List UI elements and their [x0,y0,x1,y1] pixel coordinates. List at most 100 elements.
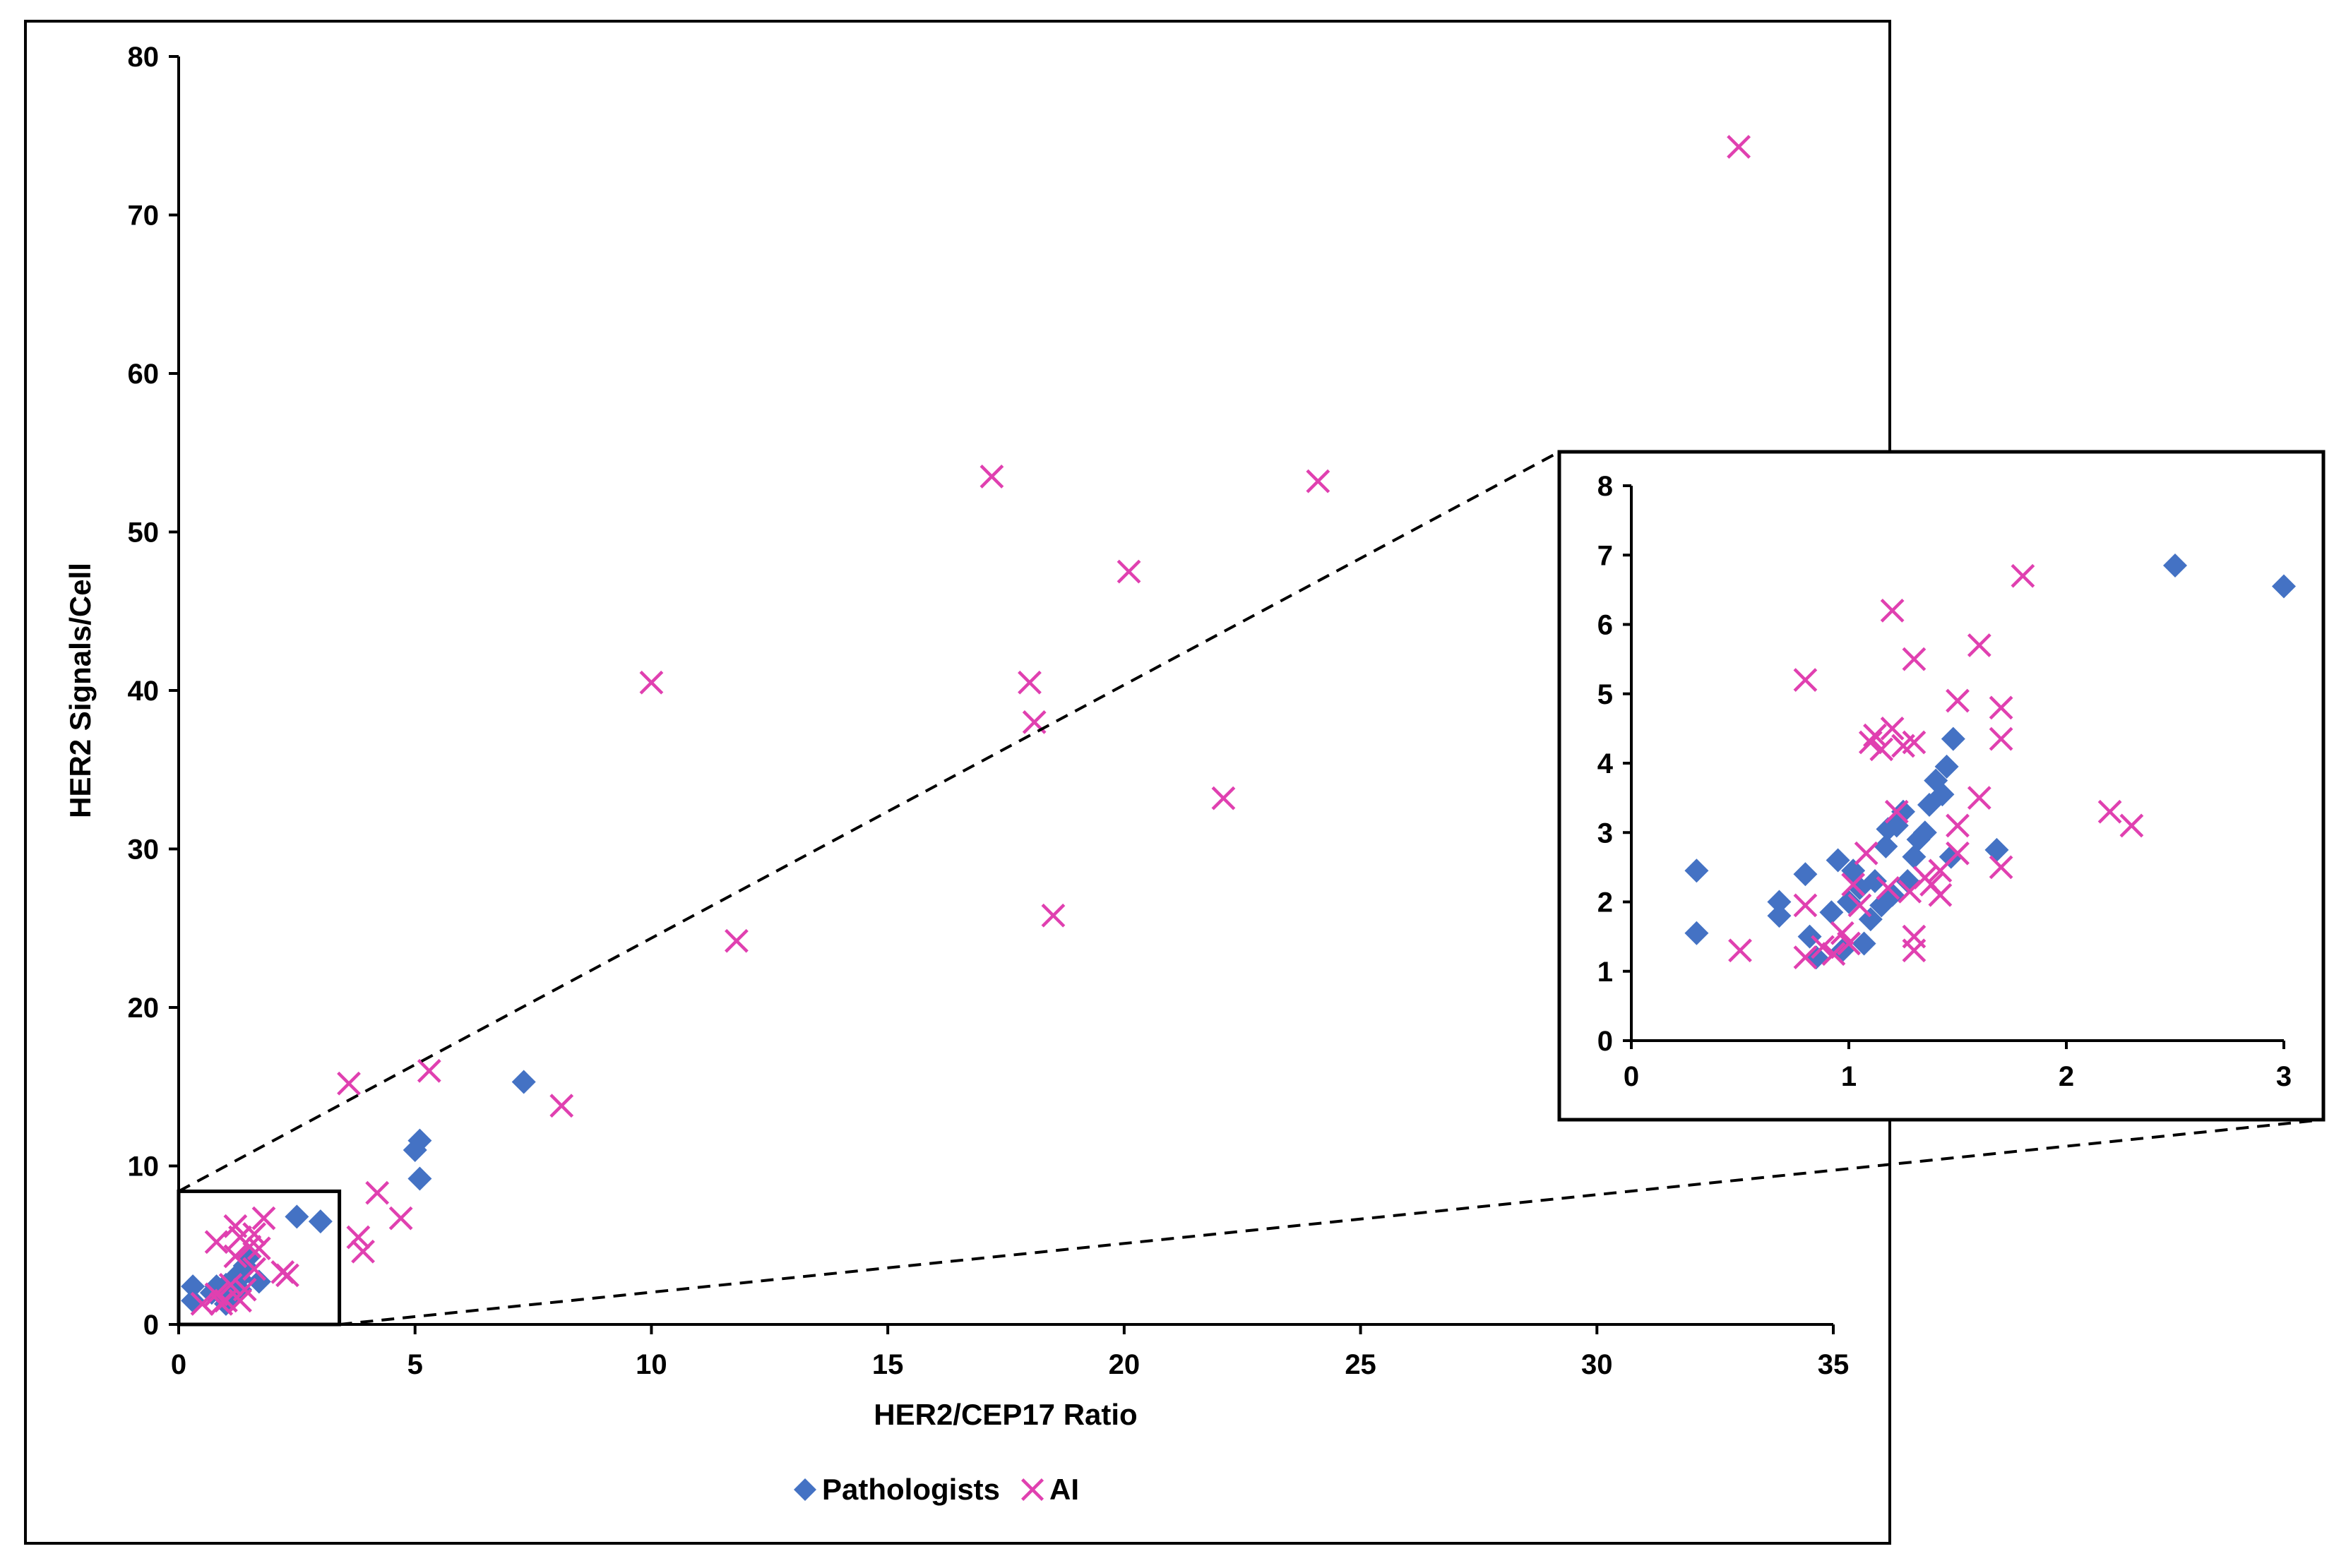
inset-point-ai [1876,875,1900,900]
inset-y-tick-label: 8 [1597,471,1613,502]
main-point-ai [1306,469,1330,493]
inset-y-tick-label: 4 [1597,748,1614,779]
inset-point-pathologists [1797,924,1822,949]
inset-y-tick-label: 5 [1597,679,1613,710]
x-axis-title: HER2/CEP17 Ratio [874,1398,1137,1431]
inset-point-pathologists [1934,754,1959,779]
main-x-tick-label: 15 [872,1349,904,1380]
main-x-tick-label: 10 [636,1349,667,1380]
inset-x-ticks: 0 1 2 3 [1624,1041,2292,1092]
main-point-ai [218,1272,243,1297]
inset-x-tick-label: 2 [2059,1061,2074,1092]
main-point-ai [204,1230,229,1255]
main-point-pathologists [308,1209,333,1234]
inset-point-ai [1841,873,1866,897]
main-y-tick-label: 40 [128,676,160,707]
main-point-pathologists [285,1204,309,1229]
inset-point-pathologists [1767,890,1792,914]
inset-point-ai [1854,841,1878,866]
main-point-ai [246,1236,271,1261]
main-point-ai [1211,786,1236,810]
inset-point-ai [1989,726,2013,751]
inset-point-pathologists [1767,904,1792,928]
inset-point-ai [1811,935,1835,959]
main-point-ai [1041,903,1066,928]
inset-point-pathologists [1684,921,1709,945]
inset-point-ai [2097,799,2122,824]
inset-point-pathologists [1793,862,1818,887]
inset-point-pathologists [1826,848,1850,873]
main-point-pathologists [246,1269,271,1294]
main-point-ai [1117,559,1141,584]
inset-point-pathologists [1852,931,1876,956]
main-point-ai [980,465,1004,489]
inset-y-tick-label: 6 [1597,610,1613,641]
main-point-pathologists [407,1128,432,1153]
main-x-tick-label: 0 [171,1349,186,1380]
inset-point-ai [1821,942,1846,966]
inset-plot: 0 1 2 3 0 1 2 3 4 5 6 7 8 [1557,450,2326,1122]
inset-point-ai [2011,563,2035,588]
legend: Pathologists AI [794,1473,1079,1506]
inset-y-tick-label: 7 [1597,540,1613,571]
inset-x-tick-label: 0 [1624,1061,1639,1092]
main-point-ai [251,1206,276,1231]
inset-point-ai [1946,813,1970,838]
main-point-ai [242,1257,266,1281]
legend-ai-marker [1021,1478,1044,1501]
main-point-ai [275,1263,299,1288]
legend-ai-label: AI [1049,1473,1079,1506]
inset-point-pathologists [1862,869,1887,894]
inset-point-pathologists [2272,574,2296,599]
main-point-pathologists [181,1274,206,1299]
inset-point-ai [1869,737,1894,762]
inset-point-ai [1884,799,1909,824]
legend-pathologists-label: Pathologists [822,1473,1000,1506]
inset-y-tick-label: 0 [1597,1026,1613,1057]
inset-x-tick-label: 1 [1841,1061,1857,1092]
inset-point-ai [1863,723,1887,748]
inset-point-pathologists [1984,837,2009,862]
legend-pathologists-marker [794,1478,816,1501]
main-x-ticks: 0 5 10 15 20 25 30 35 [171,1324,1849,1380]
main-x-tick-label: 30 [1581,1349,1613,1380]
main-y-tick-label: 30 [128,834,160,866]
inset-point-ai [1989,695,2013,720]
inset-point-ai [1728,938,1752,963]
inset-point-ai [1946,688,1970,713]
inset-point-ai [1989,855,2013,880]
main-x-tick-label: 35 [1818,1349,1850,1380]
main-y-tick-label: 70 [128,201,160,232]
zoom-connector-top [178,450,1560,1193]
inset-point-ai [1902,647,1927,671]
main-point-ai [190,1291,215,1316]
inset-y-tick-label: 1 [1597,957,1613,988]
inset-point-pathologists [1912,820,1937,845]
inset-point-ai [1793,945,1818,969]
main-y-tick-label: 60 [128,359,160,390]
inset-point-ai [1946,841,1970,866]
inset-point-ai [1837,931,1861,956]
main-point-ai [228,1288,252,1313]
inset-point-ai [1858,730,1883,755]
inset-point-pathologists [2163,553,2187,577]
main-y-tick-label: 20 [128,993,160,1024]
inset-point-ai [1902,938,1927,963]
main-point-ai [242,1222,266,1246]
inset-y-ticks: 0 1 2 3 4 5 6 7 8 [1597,471,1631,1057]
main-point-ai [346,1225,371,1250]
inset-point-ai [1847,893,1872,918]
main-x-tick-label: 20 [1109,1349,1141,1380]
inset-point-ai [1830,921,1854,945]
inset-point-ai [1967,633,1991,657]
main-point-ai [417,1058,441,1083]
inset-point-pathologists [1874,834,1898,858]
main-point-ai [549,1094,574,1118]
inset-point-pathologists [1902,844,1927,869]
inset-y-tick-label: 2 [1597,887,1613,918]
inset-point-pathologists [1891,799,1915,824]
inset-point-ai [1902,730,1927,755]
main-point-ai [1727,135,1751,159]
inset-point-pathologists [1819,900,1844,925]
main-point-ai [337,1071,361,1096]
